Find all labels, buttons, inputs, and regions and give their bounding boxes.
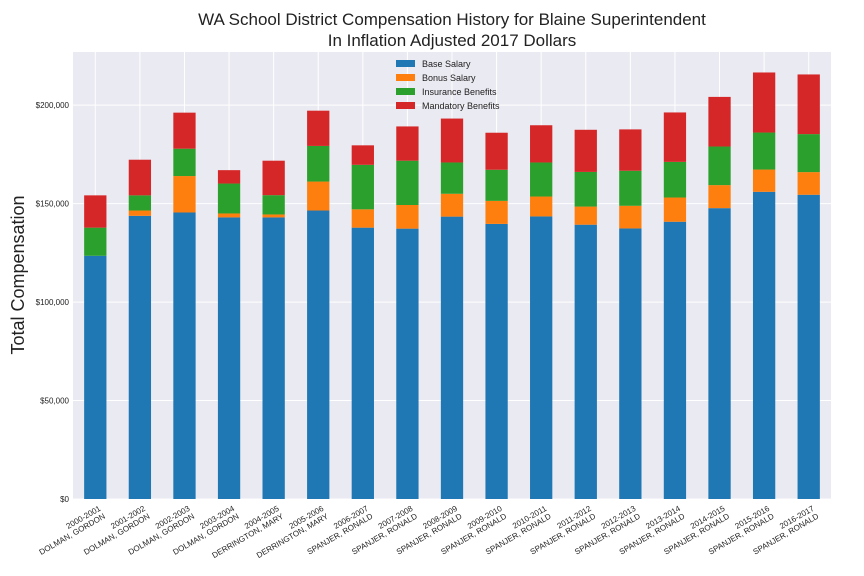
bar-bonus-salary	[173, 176, 196, 213]
y-tick-label: $0	[60, 495, 69, 504]
bar-insurance-benefits	[262, 195, 285, 215]
bar-base-salary	[530, 216, 553, 499]
bar-bonus-salary	[485, 200, 508, 224]
legend-label: Mandatory Benefits	[422, 101, 500, 111]
bars	[84, 72, 820, 500]
bar-base-salary	[797, 194, 820, 499]
bar-mandatory-benefits	[752, 72, 776, 133]
bar-insurance-benefits	[396, 160, 419, 206]
bar-insurance-benefits	[307, 145, 330, 182]
bar-mandatory-benefits	[619, 129, 642, 171]
bar-base-salary	[128, 215, 152, 500]
bar-bonus-salary	[663, 197, 687, 222]
bar-base-salary	[708, 208, 731, 499]
bar-mandatory-benefits	[663, 112, 687, 162]
legend: Base Salary Bonus Salary Insurance Benefit…	[396, 59, 500, 111]
y-tick-label: $200,000	[36, 101, 70, 110]
bar-insurance-benefits	[440, 162, 464, 194]
bar-bonus-salary	[396, 205, 419, 229]
bar-mandatory-benefits	[351, 145, 374, 165]
bar-bonus-salary	[797, 172, 820, 195]
bar-insurance-benefits	[173, 148, 196, 177]
bar-mandatory-benefits	[84, 195, 107, 228]
bar-insurance-benefits	[217, 183, 241, 214]
legend-swatch	[396, 88, 415, 95]
bar-bonus-salary	[217, 213, 241, 218]
bar-base-salary	[752, 191, 776, 499]
y-tick-label: $150,000	[36, 200, 70, 209]
bar-mandatory-benefits	[128, 159, 152, 196]
bar-bonus-salary	[128, 210, 152, 216]
bar-base-salary	[173, 212, 196, 499]
bar-insurance-benefits	[663, 161, 687, 198]
bar-insurance-benefits	[752, 132, 776, 170]
bar-mandatory-benefits	[262, 160, 285, 196]
bar-base-salary	[440, 216, 464, 500]
legend-swatch	[396, 74, 415, 81]
y-tick-labels: $0 $50,000 $100,000 $150,000 $200,000	[36, 101, 70, 504]
bar-bonus-salary	[574, 206, 597, 225]
bar-base-salary	[396, 228, 419, 500]
bar-base-salary	[619, 228, 642, 499]
bar-mandatory-benefits	[217, 170, 241, 184]
bar-bonus-salary	[530, 196, 553, 217]
legend-label: Insurance Benefits	[422, 87, 497, 97]
bar-insurance-benefits	[84, 227, 107, 256]
bar-mandatory-benefits	[396, 126, 419, 161]
bar-insurance-benefits	[574, 171, 597, 207]
bar-base-salary	[485, 223, 508, 499]
bar-bonus-salary	[752, 169, 776, 192]
bar-base-salary	[307, 210, 330, 499]
bar-mandatory-benefits	[173, 112, 196, 149]
legend-label: Bonus Salary	[422, 73, 476, 83]
legend-label: Base Salary	[422, 59, 471, 69]
legend-swatch	[396, 60, 415, 67]
bar-mandatory-benefits	[797, 74, 820, 135]
bar-mandatory-benefits	[440, 118, 464, 163]
bar-insurance-benefits	[708, 146, 731, 186]
legend-swatch	[396, 102, 415, 109]
bar-mandatory-benefits	[708, 96, 731, 147]
bar-mandatory-benefits	[530, 125, 553, 163]
bar-bonus-salary	[307, 181, 330, 211]
bar-insurance-benefits	[351, 164, 374, 210]
chart-subtitle: In Inflation Adjusted 2017 Dollars	[328, 31, 577, 50]
bar-insurance-benefits	[530, 162, 553, 197]
y-tick-label: $100,000	[36, 298, 70, 307]
bar-bonus-salary	[440, 193, 464, 217]
bar-bonus-salary	[262, 214, 285, 218]
bar-base-salary	[217, 217, 241, 499]
bar-base-salary	[351, 227, 374, 499]
bar-mandatory-benefits	[574, 129, 597, 172]
bar-insurance-benefits	[619, 170, 642, 206]
bar-bonus-salary	[351, 209, 374, 228]
bar-base-salary	[84, 255, 107, 499]
y-tick-label: $50,000	[40, 397, 69, 406]
bar-base-salary	[262, 217, 285, 499]
bar-bonus-salary	[619, 205, 642, 229]
bar-base-salary	[574, 224, 597, 499]
x-tick-labels: 2000-2001DOLMAN, GORDON 2001-2002DOLMAN, …	[38, 504, 821, 560]
bar-bonus-salary	[708, 185, 731, 209]
bar-insurance-benefits	[485, 169, 508, 201]
bar-insurance-benefits	[797, 134, 820, 173]
y-axis-label: Total Compensation	[8, 195, 28, 354]
bar-mandatory-benefits	[307, 110, 330, 146]
bar-insurance-benefits	[128, 195, 152, 211]
bar-base-salary	[663, 221, 687, 499]
bar-mandatory-benefits	[485, 132, 508, 170]
chart-title: WA School District Compensation History …	[198, 10, 706, 29]
